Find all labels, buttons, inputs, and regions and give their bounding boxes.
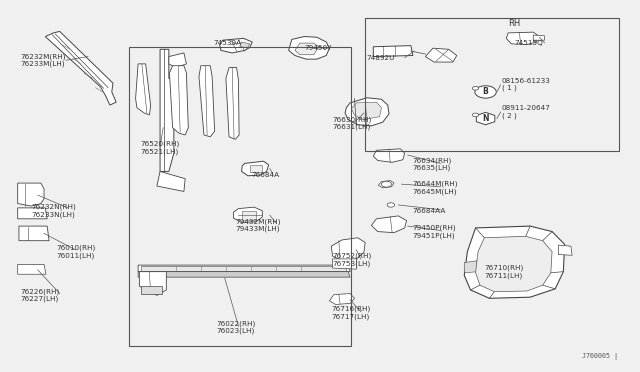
Text: 76716(RH)
76717(LH): 76716(RH) 76717(LH) (332, 306, 371, 320)
Polygon shape (373, 46, 413, 57)
Polygon shape (345, 98, 389, 126)
Text: 08911-20647
( 2 ): 08911-20647 ( 2 ) (502, 105, 551, 119)
Text: 74515Q: 74515Q (515, 40, 543, 46)
Text: 79432M(RH)
79433M(LH): 79432M(RH) 79433M(LH) (236, 218, 281, 232)
Polygon shape (157, 171, 185, 192)
Text: 79450P(RH)
79451P(LH): 79450P(RH) 79451P(LH) (413, 225, 456, 238)
Polygon shape (250, 165, 262, 172)
Polygon shape (295, 43, 319, 55)
Circle shape (381, 181, 392, 187)
Text: 74892U: 74892U (367, 55, 395, 61)
Text: 76010(RH)
76011(LH): 76010(RH) 76011(LH) (56, 245, 96, 259)
Text: 76520(RH)
76521(LH): 76520(RH) 76521(LH) (140, 141, 179, 155)
Polygon shape (464, 261, 478, 273)
Polygon shape (240, 42, 250, 48)
Polygon shape (289, 36, 330, 59)
Polygon shape (138, 265, 350, 272)
Text: RH: RH (508, 19, 520, 28)
Polygon shape (332, 238, 365, 261)
Polygon shape (140, 272, 166, 295)
Polygon shape (141, 286, 162, 294)
Polygon shape (220, 38, 252, 53)
Text: 76634(RH)
76635(LH): 76634(RH) 76635(LH) (413, 157, 452, 171)
Polygon shape (19, 226, 49, 241)
Text: 79450Y: 79450Y (305, 45, 332, 51)
Polygon shape (533, 35, 545, 40)
Bar (365, 18, 619, 151)
Polygon shape (558, 245, 572, 255)
Polygon shape (476, 236, 552, 292)
Text: 76684A: 76684A (251, 172, 279, 178)
Polygon shape (351, 102, 381, 120)
Polygon shape (18, 264, 46, 274)
Text: J760005 |: J760005 | (582, 353, 618, 360)
Text: 76684AA: 76684AA (413, 208, 446, 214)
Polygon shape (242, 161, 269, 176)
Polygon shape (18, 208, 47, 219)
Text: 76630(RH)
76631(LH): 76630(RH) 76631(LH) (333, 116, 372, 130)
Polygon shape (234, 207, 262, 222)
Text: 76752(RH)
76753(LH): 76752(RH) 76753(LH) (333, 253, 372, 267)
Text: 08156-61233
( 1 ): 08156-61233 ( 1 ) (502, 78, 551, 92)
Circle shape (475, 86, 496, 98)
Polygon shape (506, 32, 538, 45)
Polygon shape (141, 266, 346, 270)
Polygon shape (45, 31, 116, 105)
Text: 76644M(RH)
76645M(LH): 76644M(RH) 76645M(LH) (413, 181, 458, 195)
Polygon shape (371, 216, 406, 232)
Circle shape (387, 203, 395, 207)
Polygon shape (373, 149, 404, 162)
Text: 74539A: 74539A (213, 40, 241, 46)
Polygon shape (330, 294, 355, 304)
Text: 76232M(RH)
76233M(LH): 76232M(RH) 76233M(LH) (20, 53, 66, 67)
Circle shape (472, 86, 479, 90)
Text: 76022(RH)
76023(LH): 76022(RH) 76023(LH) (216, 320, 256, 334)
Text: B: B (483, 87, 488, 96)
Polygon shape (199, 66, 214, 137)
Bar (129, 48, 351, 346)
Polygon shape (226, 68, 239, 140)
Text: 76710(RH)
76711(LH): 76710(RH) 76711(LH) (484, 264, 524, 279)
Polygon shape (170, 66, 188, 135)
Circle shape (472, 113, 479, 117)
Text: N: N (483, 114, 489, 123)
Polygon shape (160, 49, 174, 171)
Polygon shape (378, 180, 394, 188)
Text: 76232N(RH)
76233N(LH): 76232N(RH) 76233N(LH) (31, 204, 76, 218)
Polygon shape (138, 272, 350, 277)
Polygon shape (464, 226, 564, 298)
Polygon shape (426, 48, 457, 62)
Text: 76226(RH)
76227(LH): 76226(RH) 76227(LH) (20, 288, 60, 302)
Polygon shape (169, 53, 186, 68)
Polygon shape (136, 64, 150, 115)
Polygon shape (18, 183, 44, 206)
Polygon shape (333, 259, 356, 269)
Polygon shape (242, 211, 256, 219)
